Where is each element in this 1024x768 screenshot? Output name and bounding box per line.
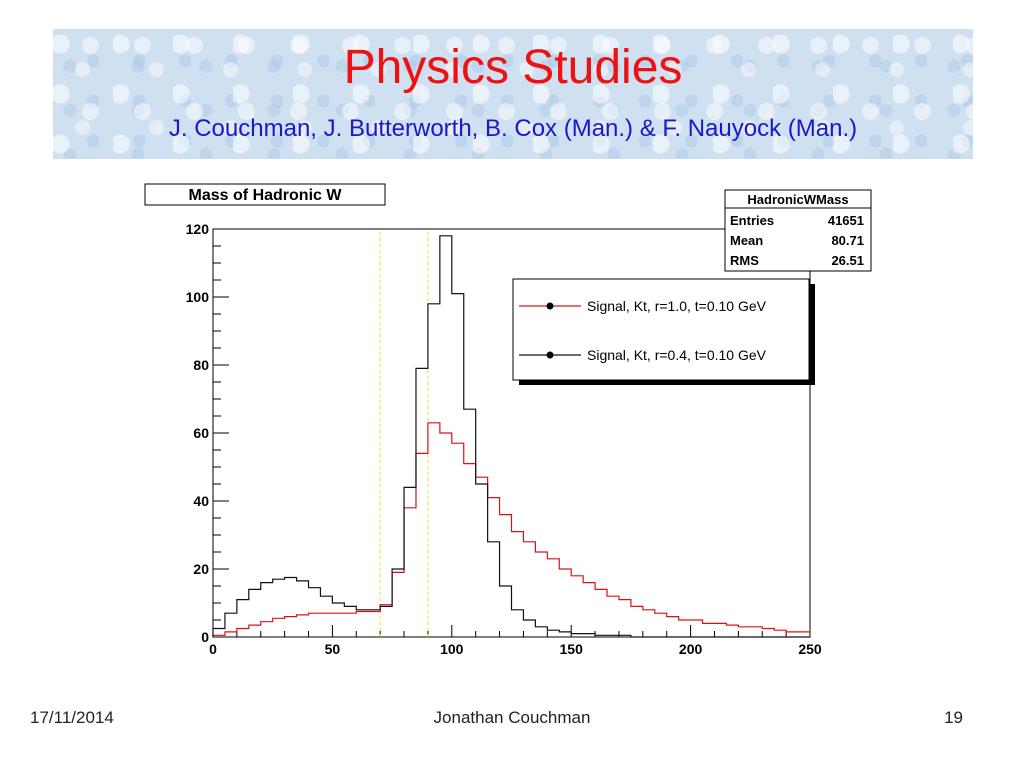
y-tick-label: 100 bbox=[186, 289, 210, 305]
histogram-series-1 bbox=[212, 422, 810, 637]
stats-name: HadronicWMass bbox=[747, 192, 848, 207]
axis-layer: 0 50 100 150 200 250 0 20 40 60 80 100 120 bbox=[186, 221, 822, 657]
slide-title: Physics Studies bbox=[343, 41, 683, 94]
header-band bbox=[53, 29, 973, 159]
y-tick-label: 60 bbox=[193, 425, 209, 441]
stats-value-entries: 41651 bbox=[828, 213, 864, 228]
legend-label-2: Signal, Kt, r=0.4, t=0.10 GeV bbox=[587, 347, 767, 363]
stats-value-rms: 26.51 bbox=[831, 253, 864, 268]
y-tick-label: 80 bbox=[193, 357, 209, 373]
series-layer bbox=[212, 235, 810, 638]
x-tick-label: 150 bbox=[560, 641, 584, 657]
y-tick-label: 20 bbox=[193, 561, 209, 577]
x-tick-label: 100 bbox=[440, 641, 464, 657]
y-tick-label: 40 bbox=[193, 493, 209, 509]
chart-title-box bbox=[144, 183, 386, 206]
stats-label-mean: Mean bbox=[730, 233, 763, 248]
legend-box bbox=[512, 278, 810, 381]
slide-subtitle: J. Couchman, J. Butterworth, B. Cox (Man… bbox=[168, 115, 858, 142]
footer-author: Jonathan Couchman bbox=[433, 708, 591, 727]
x-tick-label: 0 bbox=[209, 641, 217, 657]
stats-label-entries: Entries bbox=[730, 213, 774, 228]
footer-page-number: 19 bbox=[944, 708, 963, 727]
legend-label-1: Signal, Kt, r=1.0, t=0.10 GeV bbox=[587, 298, 767, 314]
x-tick-label: 250 bbox=[798, 641, 822, 657]
legend-marker-1 bbox=[546, 302, 554, 310]
y-tick-label: 120 bbox=[186, 221, 210, 237]
legend-marker-2 bbox=[546, 351, 554, 359]
stats-label-rms: RMS bbox=[730, 253, 759, 268]
x-tick-label: 200 bbox=[679, 641, 703, 657]
y-tick-label: 0 bbox=[201, 629, 209, 645]
legend-entry-2: Signal, Kt, r=0.4, t=0.10 GeV bbox=[519, 347, 767, 363]
legend-entry-1: Signal, Kt, r=1.0, t=0.10 GeV bbox=[519, 298, 767, 314]
stats-box bbox=[724, 189, 872, 272]
histogram-series-2 bbox=[212, 235, 810, 638]
footer-date: 17/11/2014 bbox=[30, 708, 114, 727]
stats-value-mean: 80.71 bbox=[831, 233, 864, 248]
x-tick-label: 50 bbox=[325, 641, 341, 657]
chart-title: Mass of Hadronic W bbox=[189, 187, 343, 204]
